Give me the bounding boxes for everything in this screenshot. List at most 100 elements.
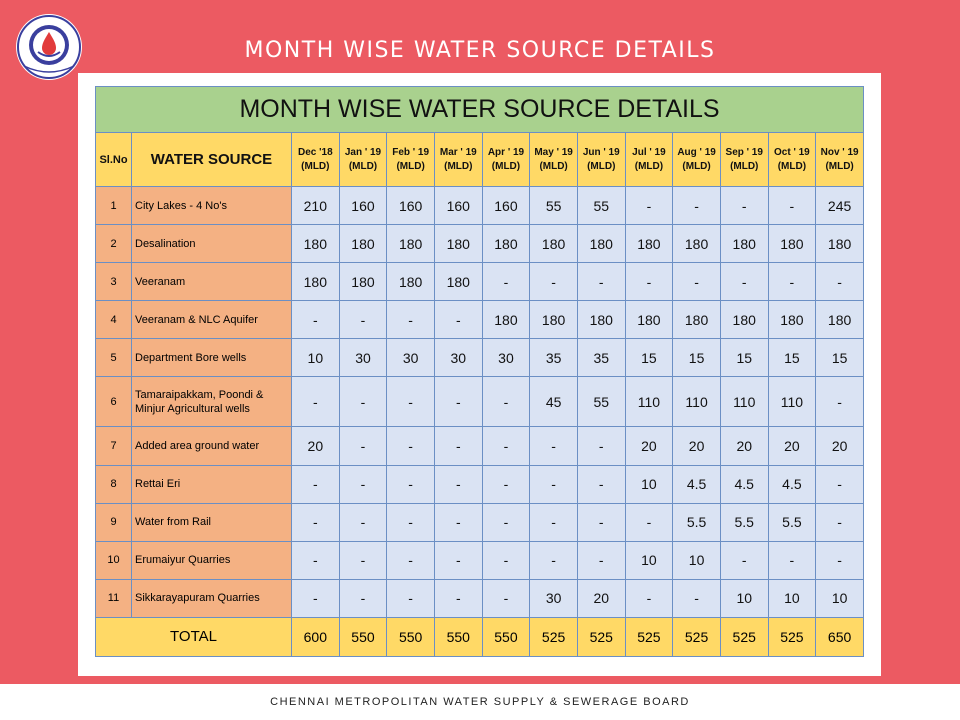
table-cell-value: 30 <box>386 338 435 378</box>
table-cell-value: 20 <box>624 426 674 466</box>
month-label: Mar ' 19 <box>439 146 477 158</box>
table-cell-value: - <box>815 262 864 302</box>
row-sl-no: 2 <box>95 224 132 264</box>
month-unit: (MLD) <box>444 160 473 172</box>
table-cell-value: - <box>481 376 531 428</box>
table-cell-value: 30 <box>433 338 483 378</box>
column-header-month: Jul ' 19 (MLD) <box>624 132 674 187</box>
table-cell-value: 15 <box>624 338 674 378</box>
table-cell-value: - <box>529 464 578 504</box>
table-cell-value: - <box>338 502 388 542</box>
table-cell-value: 180 <box>481 224 531 264</box>
table-cell-value: 180 <box>576 224 626 264</box>
row-sl-no: 8 <box>95 464 132 504</box>
row-sl-no: 7 <box>95 426 132 466</box>
table-cell-value: 180 <box>624 300 674 340</box>
table-cell-value: 245 <box>815 185 864 226</box>
total-cell-value: 525 <box>719 616 769 658</box>
row-water-source: Tamaraipakkam, Poondi & Minjur Agricultu… <box>131 376 292 428</box>
table-card: MONTH WISE WATER SOURCE DETAILS Sl.No WA… <box>78 73 881 676</box>
table-cell-value: 20 <box>291 426 340 466</box>
table-cell-value: - <box>433 464 483 504</box>
table-cell-value: 10 <box>624 464 674 504</box>
table-cell-value: - <box>767 540 817 580</box>
table-cell-value: - <box>767 185 817 226</box>
row-water-source: Department Bore wells <box>131 338 292 378</box>
table-cell-value: - <box>386 376 435 428</box>
column-header-month: Sep ' 19 (MLD) <box>719 132 769 187</box>
total-cell-value: 525 <box>672 616 721 658</box>
table-cell-value: - <box>529 502 578 542</box>
table-cell-value: 180 <box>291 224 340 264</box>
table-cell-value: - <box>624 578 674 618</box>
table-row: 11 Sikkarayapuram Quarries - - - - -30 20- -10 10… <box>95 578 864 618</box>
table-cell-value: 160 <box>481 185 531 226</box>
table-row: 3 Veeranam 180 180 180 180- - - - - - - - <box>95 262 864 302</box>
month-label: Jun ' 19 <box>582 146 620 158</box>
row-water-source: Rettai Eri <box>131 464 292 504</box>
table-cell-value: - <box>433 502 483 542</box>
table-cell-value: - <box>719 262 769 302</box>
row-water-source: Erumaiyur Quarries <box>131 540 292 580</box>
row-sl-no: 1 <box>95 185 132 226</box>
table-cell-value: 180 <box>815 224 864 264</box>
water-source-table: MONTH WISE WATER SOURCE DETAILS Sl.No WA… <box>95 86 864 658</box>
table-cell-value: - <box>576 502 626 542</box>
table-cell-value: 30 <box>481 338 531 378</box>
table-cell-value: 35 <box>529 338 578 378</box>
month-label: May ' 19 <box>534 146 573 158</box>
table-cell-value: - <box>815 376 864 428</box>
table-cell-value: 5.5 <box>672 502 721 542</box>
table-cell-value: 55 <box>576 185 626 226</box>
column-header-month: Oct ' 19 (MLD) <box>767 132 817 187</box>
table-cell-value: 180 <box>767 224 817 264</box>
table-cell-value: - <box>719 540 769 580</box>
table-cell-value: - <box>338 464 388 504</box>
table-cell-value: 55 <box>529 185 578 226</box>
table-cell-value: 180 <box>481 300 531 340</box>
table-cell-value: 45 <box>529 376 578 428</box>
column-header-month: Jun ' 19 (MLD) <box>576 132 626 187</box>
table-cell-value: 20 <box>815 426 864 466</box>
table-cell-value: 20 <box>672 426 721 466</box>
table-cell-value: - <box>576 540 626 580</box>
table-cell-value: - <box>433 426 483 466</box>
table-cell-value: - <box>433 540 483 580</box>
table-cell-value: - <box>291 540 340 580</box>
table-cell-value: - <box>386 464 435 504</box>
table-cell-value: 15 <box>767 338 817 378</box>
table-cell-value: - <box>291 300 340 340</box>
row-sl-no: 9 <box>95 502 132 542</box>
month-unit: (MLD) <box>348 160 378 172</box>
table-cell-value: 180 <box>386 224 435 264</box>
table-cell-value: 30 <box>338 338 388 378</box>
table-cell-value: - <box>767 262 817 302</box>
table-cell-value: 110 <box>624 376 674 428</box>
table-cell-value: 180 <box>672 300 721 340</box>
table-cell-value: - <box>338 540 388 580</box>
table-cell-value: 180 <box>719 224 769 264</box>
month-label: Oct ' 19 <box>774 146 810 158</box>
table-cell-value: - <box>672 185 721 226</box>
table-row: 8 Rettai Eri - - - - - - -10 4.5 4.5 4.5- <box>95 464 864 504</box>
table-cell-value: 10 <box>719 578 769 618</box>
month-label: Feb ' 19 <box>392 146 430 158</box>
table-cell-value: - <box>386 540 435 580</box>
table-cell-value: 20 <box>719 426 769 466</box>
total-cell-value: 550 <box>386 616 435 658</box>
table-cell-value: - <box>338 300 388 340</box>
month-unit: (MLD) <box>777 160 807 172</box>
row-sl-no: 10 <box>95 540 132 580</box>
table-cell-value: 180 <box>433 262 483 302</box>
table-cell-value: - <box>624 502 674 542</box>
table-cell-value: - <box>481 262 531 302</box>
total-cell-value: 650 <box>815 616 864 658</box>
table-cell-value: 160 <box>386 185 435 226</box>
table-cell-value: - <box>815 502 864 542</box>
table-cell-value: 180 <box>767 300 817 340</box>
table-cell-value: - <box>815 540 864 580</box>
month-label: Sep ' 19 <box>725 146 763 158</box>
table-cell-value: 210 <box>291 185 340 226</box>
table-cell-value: - <box>291 578 340 618</box>
table-cell-value: 180 <box>338 262 388 302</box>
